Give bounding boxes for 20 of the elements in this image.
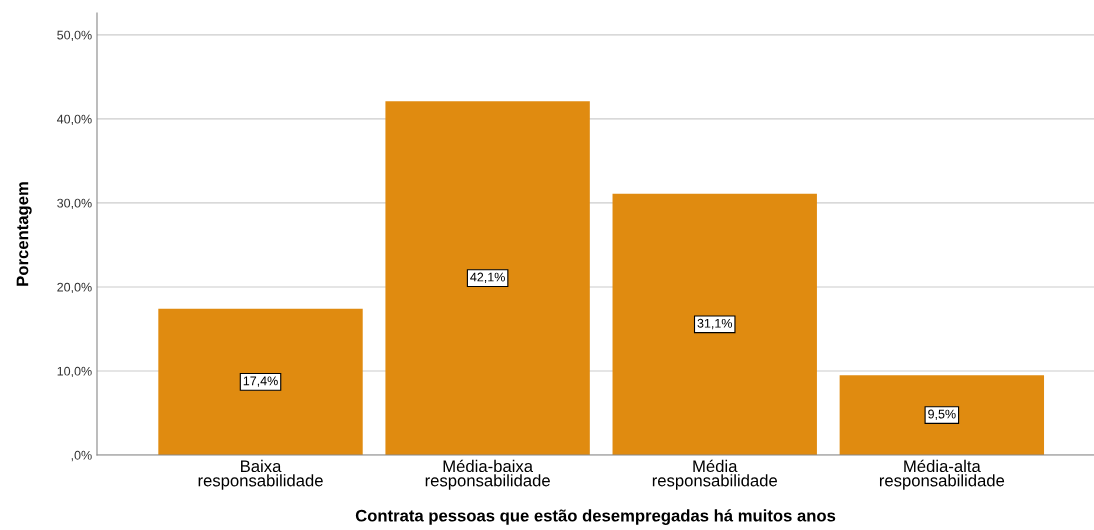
y-tick-label: 40,0% [56,114,92,126]
bar [612,193,817,455]
x-axis-title: Contrata pessoas que estão desempregadas há muitos anos [355,509,836,525]
x-tick-label: Média-baixa responsabilidade [425,459,550,490]
bar [158,308,363,455]
data-label: 42,1% [470,272,505,283]
x-tick-label: Baixa responsabilidade [198,459,323,490]
data-label: 17,4% [243,376,278,387]
y-axis-title: Porcentagem [16,182,32,286]
bar [385,101,590,455]
y-tick-label: ,0% [71,450,92,462]
y-tick-label: 50,0% [57,30,92,41]
y-tick-label: 10,0% [57,366,92,378]
x-tick-label: Média-alta responsabilidade [879,459,1005,490]
y-tick-label: 30,0% [57,198,92,210]
bar [839,375,1045,455]
data-label: 31,1% [697,318,733,330]
y-tick-label: 20,0% [57,282,92,294]
x-tick-label: Média responsabilidade [652,459,777,490]
data-label: 9,5% [928,409,956,420]
